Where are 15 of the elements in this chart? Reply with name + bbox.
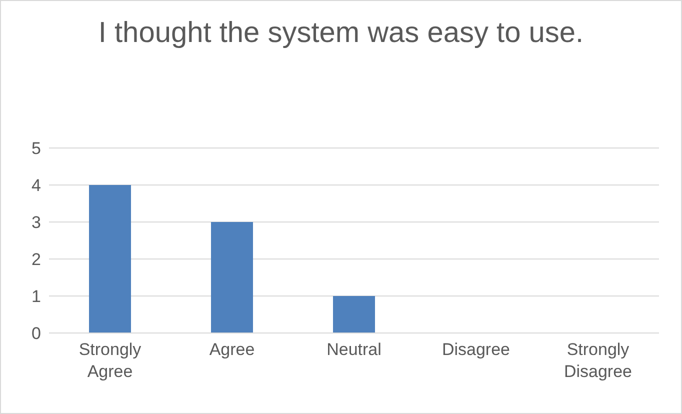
x-tick-label: Disagree bbox=[442, 340, 510, 359]
x-tick-label: Strongly Disagree bbox=[564, 340, 632, 381]
y-tick-label: 4 bbox=[32, 176, 41, 196]
x-tick-label: Agree bbox=[209, 340, 255, 359]
y-tick-label: 3 bbox=[32, 213, 41, 232]
y-tick-label: 1 bbox=[32, 287, 41, 306]
y-tick-label: 2 bbox=[32, 250, 41, 270]
bar bbox=[211, 222, 253, 333]
bar bbox=[333, 296, 375, 333]
bar bbox=[89, 185, 131, 333]
y-tick-label: 0 bbox=[32, 324, 41, 344]
y-tick-label: 5 bbox=[32, 139, 41, 158]
x-tick-label: Strongly Agree bbox=[78, 340, 142, 381]
x-tick-label: Neutral bbox=[326, 340, 382, 359]
chart-title: I thought the system was easy to use. bbox=[97, 16, 585, 51]
